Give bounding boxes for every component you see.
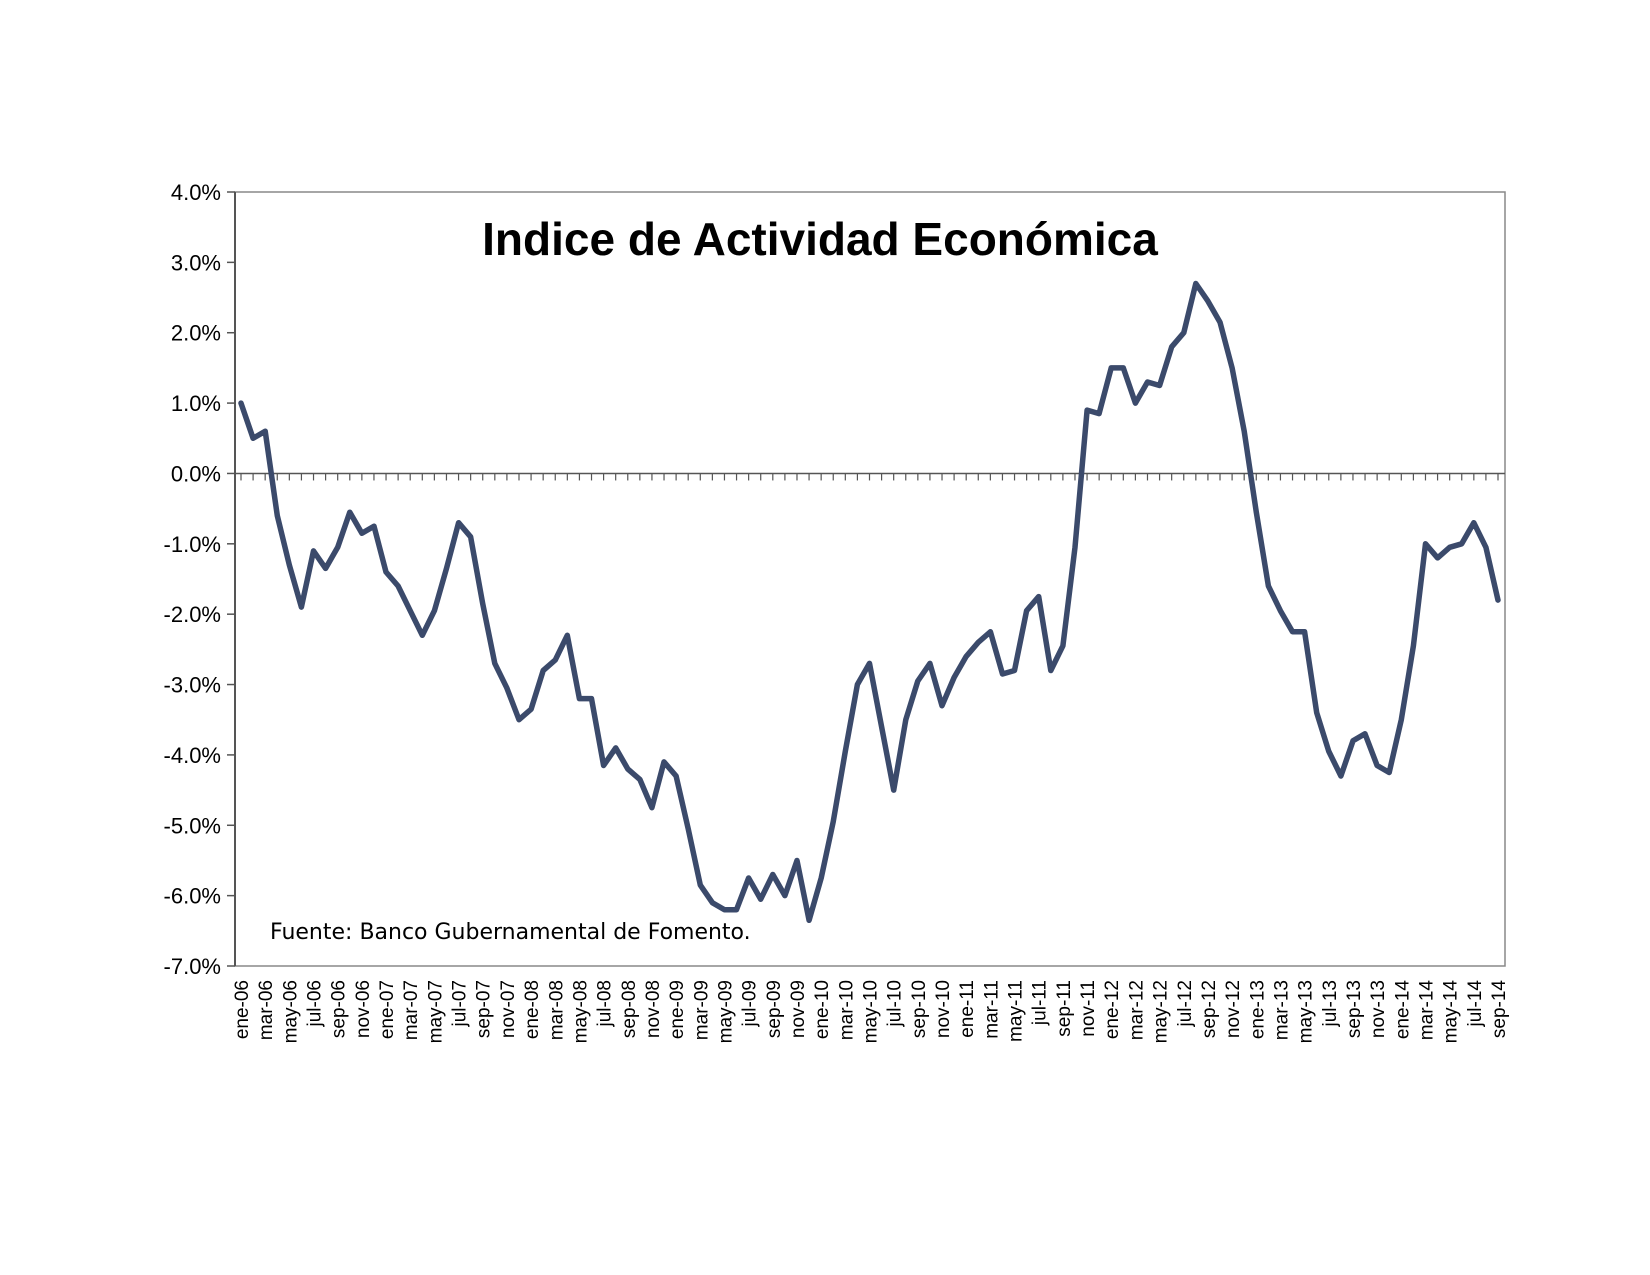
x-tick-label: may-06: [280, 980, 301, 1043]
y-tick-label: -7.0%: [164, 954, 221, 979]
x-tick-label: jul-08: [595, 980, 616, 1027]
x-tick-label: mar-07: [401, 980, 422, 1040]
x-tick-label: may-10: [861, 980, 882, 1043]
chart-title: Indice de Actividad Económica: [482, 213, 1158, 265]
x-tick-label: mar-13: [1271, 980, 1292, 1040]
x-tick-label: jul-12: [1175, 980, 1196, 1027]
x-axis: [240, 473, 1499, 481]
y-tick-label: -4.0%: [164, 743, 221, 768]
y-tick-label: -3.0%: [164, 673, 221, 698]
x-tick-label: ene-09: [667, 980, 688, 1039]
x-tick-label: ene-13: [1247, 980, 1268, 1039]
y-axis: 4.0% 3.0% 2.0% 1.0% 0.0% -1.0% -2.0% -3.0% -4.0%…: [164, 180, 235, 979]
x-tick-label: may-07: [425, 980, 446, 1043]
x-tick-label: mar-06: [256, 980, 277, 1040]
y-tick-label: 1.0%: [171, 391, 221, 416]
series-line: [238, 280, 1501, 924]
x-tick-label: sep-09: [764, 980, 785, 1038]
x-tick-label: jul-07: [450, 980, 471, 1027]
x-tick-label: ene-14: [1392, 980, 1413, 1040]
x-axis-labels: ene-06 mar-06 may-06 jul-06 sep-06 nov-06 ene-…: [232, 980, 1510, 1044]
y-tick-label: 2.0%: [171, 321, 221, 346]
x-tick-label: nov-06: [353, 980, 374, 1038]
x-tick-label: nov-10: [933, 980, 954, 1038]
x-tick-label: nov-12: [1223, 980, 1244, 1038]
x-tick-label: may-09: [715, 980, 736, 1043]
x-tick-label: nov-11: [1078, 980, 1099, 1037]
x-tick-label: ene-12: [1102, 980, 1123, 1039]
plot-area: [234, 191, 1506, 967]
x-tick-label: jul-09: [740, 980, 761, 1027]
x-tick-label: ene-10: [812, 980, 833, 1039]
x-tick-label: sep-13: [1344, 980, 1365, 1038]
x-tick-label: sep-11: [1054, 980, 1075, 1037]
y-tick-label: -5.0%: [164, 813, 221, 838]
x-tick-label: nov-08: [643, 980, 664, 1038]
y-tick-label: -2.0%: [164, 602, 221, 627]
y-tick-label: 0.0%: [171, 461, 221, 486]
x-tick-label: ene-08: [522, 980, 543, 1039]
x-tick-label: nov-07: [498, 980, 519, 1038]
x-tick-label: may-13: [1296, 980, 1317, 1043]
x-tick-label: ene-11: [957, 980, 978, 1038]
y-tick-label: -1.0%: [164, 532, 221, 557]
x-tick-label: jul-10: [885, 980, 906, 1027]
x-tick-label: sep-12: [1199, 980, 1220, 1038]
source-note: Fuente: Banco Gubernamental de Fomento.: [270, 920, 751, 945]
x-tick-label: may-12: [1151, 980, 1172, 1043]
x-tick-label: ene-06: [232, 980, 253, 1039]
y-tick-label: 3.0%: [171, 250, 221, 275]
x-tick-label: mar-12: [1126, 980, 1147, 1040]
x-tick-label: sep-08: [619, 980, 640, 1038]
x-tick-label: sep-14: [1489, 980, 1510, 1039]
x-tick-label: mar-10: [836, 980, 857, 1040]
x-tick-label: sep-10: [909, 980, 930, 1038]
x-tick-label: may-14: [1441, 980, 1462, 1044]
x-tick-label: mar-14: [1416, 980, 1437, 1041]
x-tick-label: may-08: [570, 980, 591, 1043]
x-tick-label: mar-11: [981, 980, 1002, 1039]
x-tick-label: mar-08: [546, 980, 567, 1040]
x-tick-label: ene-07: [377, 980, 398, 1039]
x-tick-label: mar-09: [691, 980, 712, 1040]
x-tick-label: may-11: [1006, 980, 1027, 1042]
x-tick-label: nov-09: [788, 980, 809, 1038]
x-tick-label: jul-14: [1465, 980, 1486, 1028]
x-tick-label: jul-06: [305, 980, 326, 1027]
x-tick-label: sep-07: [474, 980, 495, 1038]
x-tick-label: jul-13: [1320, 980, 1341, 1027]
y-tick-label: -6.0%: [164, 884, 221, 909]
x-tick-label: nov-13: [1368, 980, 1389, 1038]
y-tick-label: 4.0%: [171, 180, 221, 205]
x-tick-label: jul-11: [1030, 980, 1051, 1026]
x-tick-label: sep-06: [329, 980, 350, 1038]
